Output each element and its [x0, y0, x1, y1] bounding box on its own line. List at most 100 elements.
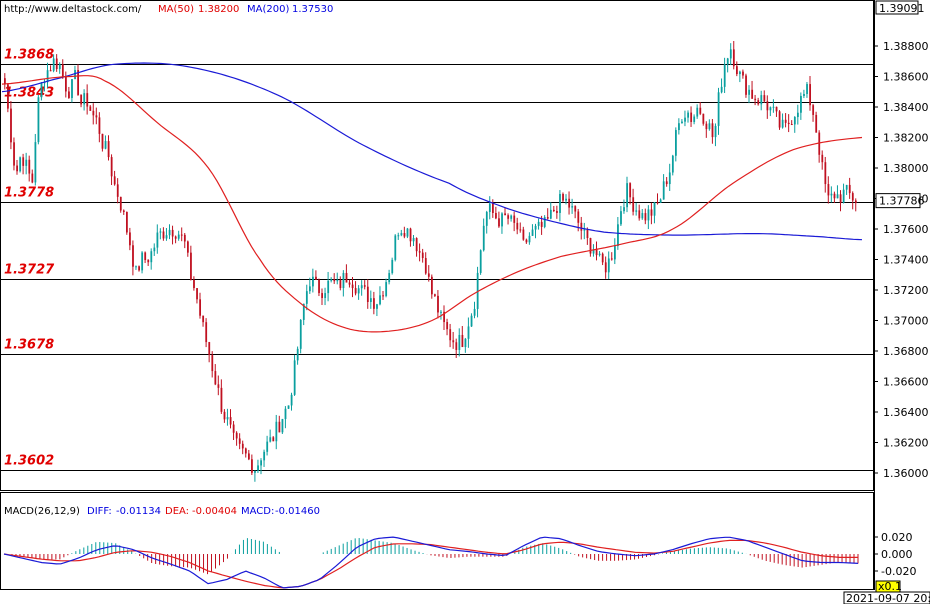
candle-body [174, 236, 177, 239]
candle-body [80, 94, 83, 105]
candle-body [421, 252, 424, 259]
candle-body [183, 234, 186, 242]
candle-body [485, 211, 488, 226]
candle-body [382, 295, 384, 297]
candle-body [534, 225, 537, 230]
candle-body [702, 113, 705, 124]
candle-body [577, 211, 580, 223]
candle-body [251, 459, 253, 473]
macd-diff-line [3, 536, 859, 589]
macd-macd-value: -0.01460 [275, 506, 320, 517]
level-label-1.3678: 1.3678 [4, 338, 54, 353]
candle-body [46, 70, 49, 83]
candle-body [370, 298, 372, 302]
candle-body [626, 183, 628, 208]
candle-body [830, 193, 833, 196]
candle-body [168, 229, 171, 236]
candle-body [671, 155, 674, 173]
header-url[interactable]: http://www.deltastock.com/ [4, 4, 142, 15]
candle-body [635, 210, 638, 212]
candle-body [68, 91, 70, 99]
candle-body [214, 371, 217, 385]
y-tick-label: 1.38600 [883, 71, 929, 84]
candle-body [272, 437, 275, 442]
candle-body [177, 234, 180, 239]
candle-body [190, 252, 192, 280]
candle-body [565, 198, 567, 201]
y-tick-label: 1.38000 [883, 162, 929, 175]
candle-body [171, 229, 174, 237]
candle-body [745, 75, 747, 95]
macd-tick-label: 0.000 [881, 548, 913, 561]
candle-body [632, 197, 635, 212]
candle-body [803, 93, 805, 96]
candle-body [241, 443, 244, 449]
candle-body [366, 286, 369, 302]
candle-body [351, 284, 354, 289]
candle-body [461, 334, 464, 348]
candle-body [668, 172, 671, 185]
candle-body [52, 58, 55, 71]
candle-body [65, 76, 67, 92]
candle-body [199, 299, 201, 316]
candle-body [498, 218, 500, 227]
candle-body [34, 142, 37, 183]
candle-body [836, 194, 839, 199]
candle-body [132, 245, 134, 267]
candle-body [842, 189, 845, 203]
candle-body [150, 251, 153, 263]
candle-body [580, 222, 583, 231]
candle-body [196, 288, 198, 300]
candle-body [113, 176, 116, 185]
macd-diff-label: DIFF: [87, 506, 112, 517]
candle-body [784, 119, 787, 123]
candle-body [800, 95, 802, 113]
candle-body [345, 272, 348, 283]
candle-body [116, 184, 119, 197]
candle-body [543, 217, 546, 227]
candle-body [49, 70, 52, 72]
candle-body [25, 159, 28, 166]
candle-body [141, 252, 144, 271]
candle-body [330, 279, 333, 281]
candle-body [711, 123, 714, 138]
candle-body [77, 70, 79, 95]
candle-body [678, 123, 680, 131]
ma200-line [1, 62, 863, 241]
candle-body [528, 235, 531, 243]
candle-body [662, 181, 665, 200]
candle-body [781, 119, 784, 128]
candle-body [656, 202, 659, 204]
candle-body [260, 460, 262, 466]
macd-multiplier-label: x0.1 [878, 580, 902, 593]
candles-layer [4, 41, 857, 482]
candle-body [235, 432, 238, 439]
candle-body [833, 193, 836, 199]
candle-body [720, 86, 723, 93]
candle-body [690, 112, 693, 122]
candle-body [751, 89, 754, 99]
candle-body [675, 130, 677, 156]
candle-body [153, 247, 156, 252]
candle-body [464, 338, 467, 348]
candle-body [629, 183, 632, 198]
candle-body [391, 259, 394, 274]
candle-body [22, 157, 25, 166]
candle-body [58, 64, 61, 70]
candle-body [10, 108, 12, 143]
candle-body [757, 100, 760, 105]
candle-body [592, 249, 595, 254]
current-price-box [875, 193, 921, 209]
candle-body [748, 89, 750, 95]
candle-body [742, 71, 744, 76]
candle-body [83, 93, 86, 105]
candle-body [760, 95, 763, 105]
candle-body [7, 84, 9, 109]
candle-body [614, 246, 616, 260]
candle-body [821, 154, 824, 163]
candle-body [696, 107, 699, 117]
candle-body [684, 117, 686, 122]
candle-body [156, 232, 159, 248]
y-tick-label: 1.37600 [883, 223, 929, 236]
